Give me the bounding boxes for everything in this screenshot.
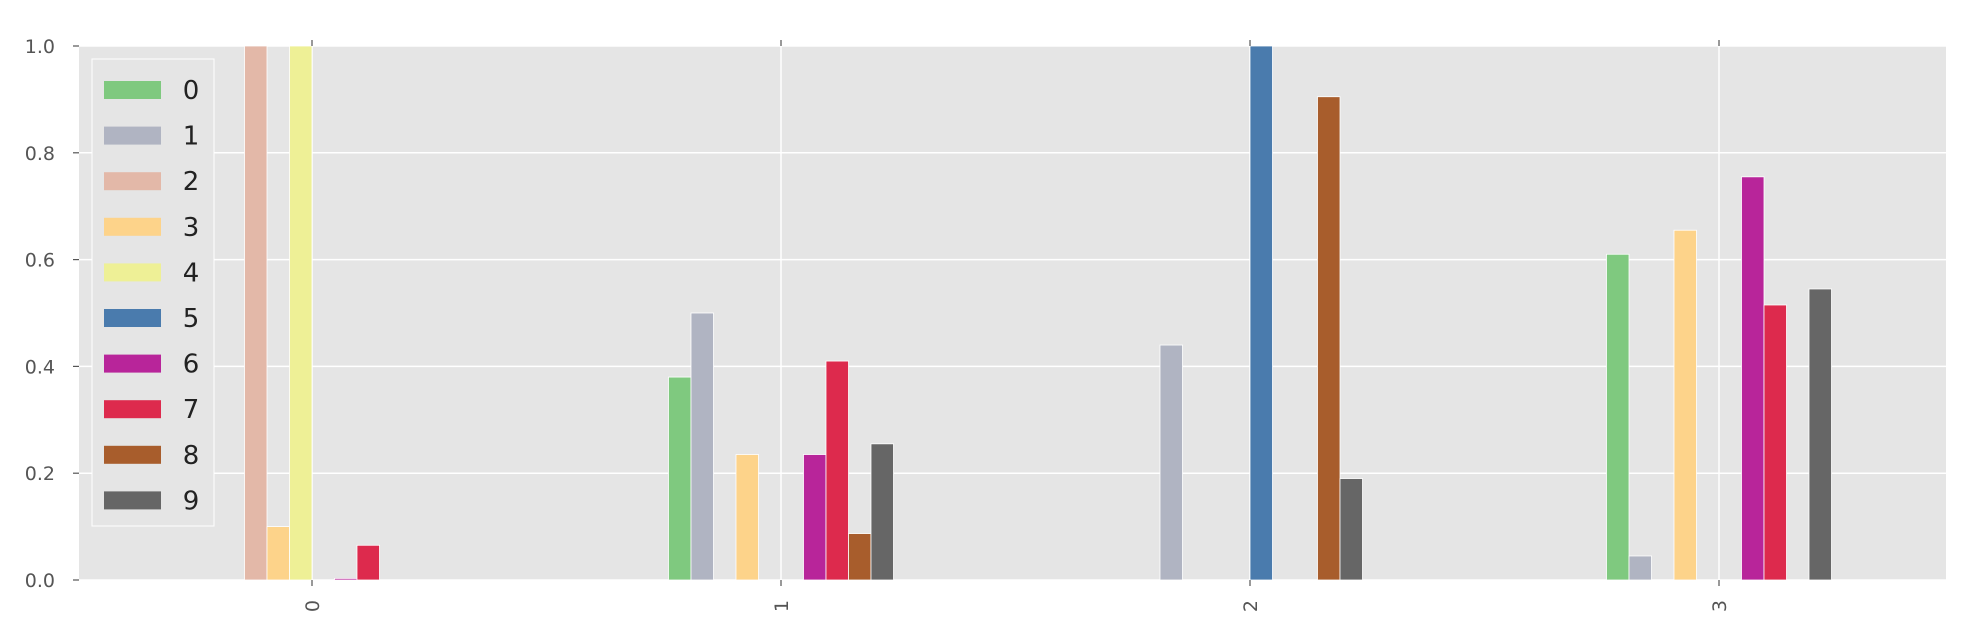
legend-swatch-6: [104, 354, 161, 373]
y-tick-label: 0.2: [25, 463, 55, 485]
y-tick-label: 1.0: [25, 36, 55, 58]
legend-label-2: 2: [183, 167, 200, 197]
bar-series-8-cat-1: [848, 533, 872, 581]
legend-swatch-0: [104, 81, 161, 99]
bar-series-1-cat-1: [690, 312, 714, 581]
bar-series-1-cat-3: [1628, 555, 1652, 581]
legend: 0 1 2 3 4 5 6 7 8 9: [91, 58, 215, 527]
bar-series-2-cat-0: [244, 45, 268, 581]
y-tick-label: 0.0: [25, 570, 55, 592]
bar-series-3-cat-0: [266, 526, 290, 581]
bar-series-0-cat-3: [1606, 253, 1630, 581]
bar-series-5-cat-2: [1249, 45, 1273, 581]
y-tick-label: 0.8: [25, 143, 55, 165]
legend-label-0: 0: [183, 76, 200, 106]
legend-label-6: 6: [183, 350, 200, 380]
x-tick-label: 0: [302, 600, 324, 612]
legend-swatch-9: [104, 491, 161, 510]
legend-swatch-8: [104, 445, 161, 464]
bar-series-4-cat-0: [289, 45, 313, 581]
bar-series-6-cat-3: [1741, 176, 1765, 581]
legend-swatch-4: [104, 263, 161, 282]
legend-label-8: 8: [183, 441, 200, 471]
plot-area: [79, 46, 1946, 580]
x-tick-label: 1: [771, 600, 793, 612]
legend-swatch-1: [104, 126, 161, 145]
legend-label-4: 4: [183, 258, 200, 288]
legend-label-9: 9: [183, 486, 200, 516]
bar-series-7-cat-1: [825, 360, 849, 581]
legend-label-5: 5: [183, 304, 200, 334]
bar-series-6-cat-0: [334, 577, 358, 581]
y-tick-label: 0.4: [25, 356, 55, 378]
bar-series-7-cat-0: [356, 544, 380, 581]
bar-series-6-cat-1: [803, 454, 827, 581]
x-tick-label: 3: [1709, 600, 1731, 612]
x-tick-label: 2: [1240, 600, 1262, 612]
legend-label-7: 7: [183, 395, 200, 425]
bar-series-7-cat-3: [1763, 304, 1787, 581]
legend-swatch-5: [104, 309, 161, 327]
bar-series-9-cat-1: [870, 443, 894, 581]
bar-series-3-cat-3: [1673, 229, 1697, 581]
bar-series-0-cat-1: [668, 376, 692, 581]
legend-swatch-3: [104, 217, 161, 236]
bar-series-1-cat-2: [1159, 344, 1183, 581]
legend-swatch-7: [104, 400, 161, 419]
bar-series-3-cat-1: [735, 454, 759, 581]
legend-swatch-2: [104, 172, 161, 191]
legend-label-1: 1: [183, 122, 200, 152]
bars: [244, 45, 1832, 581]
bar-series-9-cat-3: [1808, 288, 1832, 581]
axes: 0.0 0.2 0.4 0.6 0.8 1.0 0 1 2 3: [25, 36, 1731, 612]
y-tick-label: 0.6: [25, 250, 55, 272]
bar-series-8-cat-2: [1317, 96, 1341, 581]
legend-label-3: 3: [183, 213, 200, 243]
bar-series-9-cat-2: [1339, 478, 1363, 581]
